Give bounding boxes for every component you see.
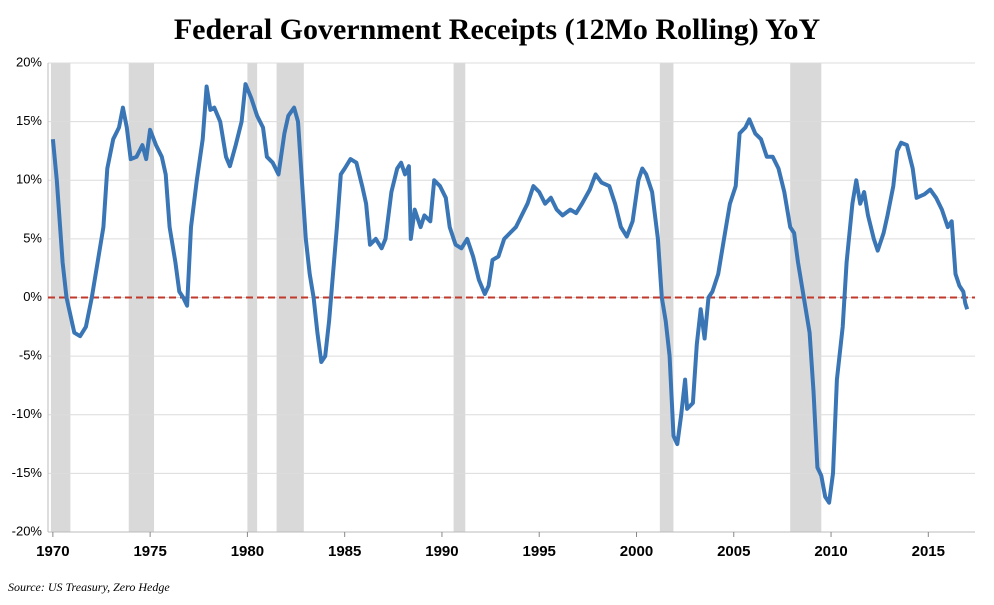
y-tick-label: 10% (16, 172, 42, 187)
x-tick-label: 1980 (231, 543, 264, 560)
y-tick-label: -10% (12, 406, 43, 421)
y-tick-label: 5% (23, 230, 42, 245)
data-line (50, 82, 970, 505)
x-tick-label: 2005 (717, 543, 750, 560)
chart-title: Federal Government Receipts (12Mo Rollin… (174, 13, 821, 46)
y-tick-label: -5% (19, 348, 43, 363)
x-tick-label: 2010 (814, 543, 847, 560)
y-tick-label: 20% (16, 54, 42, 69)
x-tick-label: 1995 (523, 543, 556, 560)
y-tick-label: 15% (16, 113, 42, 128)
x-tick-label: 1985 (328, 543, 361, 560)
x-tick-label: 1975 (133, 543, 166, 560)
x-tick-label: 1990 (425, 543, 458, 560)
y-tick-label: -20% (12, 523, 43, 538)
y-tick-label: 0% (23, 289, 42, 304)
source-note: Source: US Treasury, Zero Hedge (8, 580, 170, 594)
x-tick-label: 1970 (36, 543, 69, 560)
y-tick-label: -15% (12, 465, 43, 480)
x-tick-label: 2015 (912, 543, 945, 560)
x-tick-label: 2000 (620, 543, 653, 560)
